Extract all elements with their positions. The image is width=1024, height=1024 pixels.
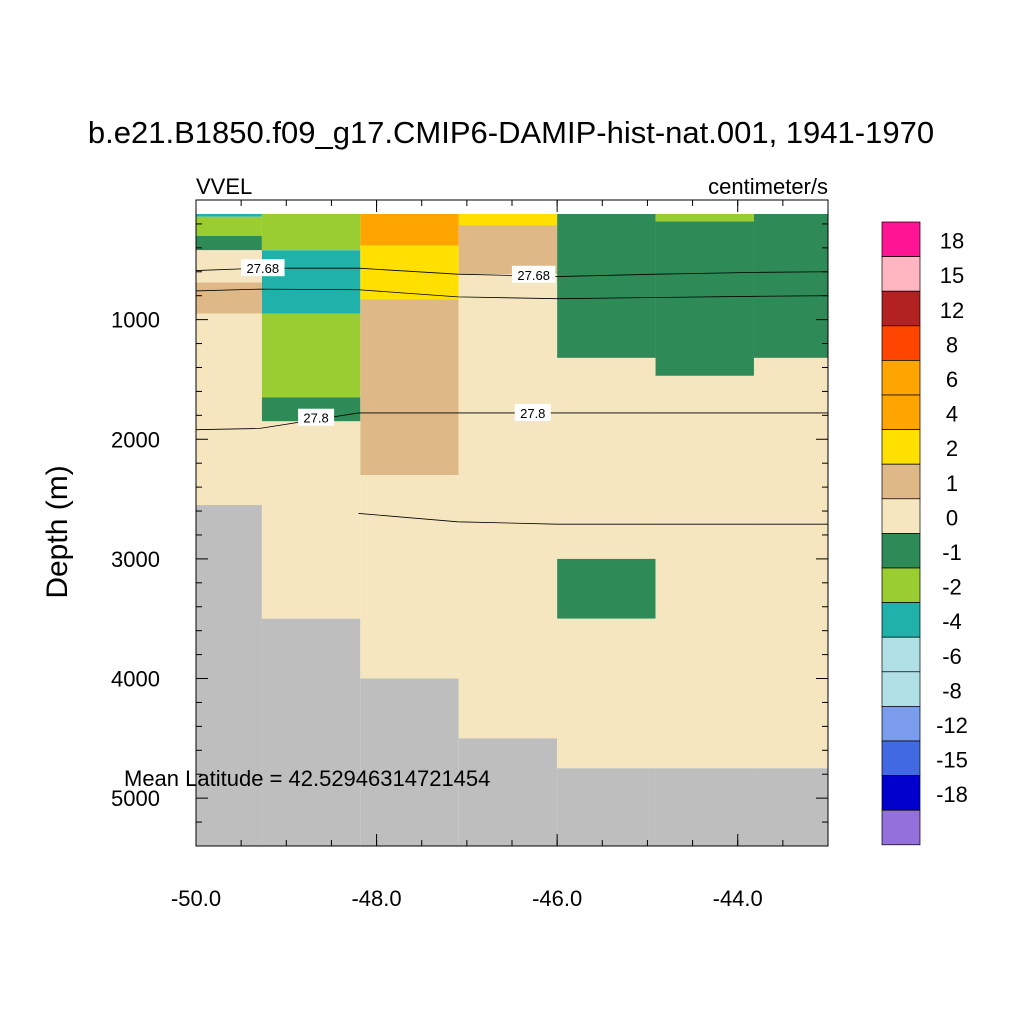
x-tick-label: -50.0	[171, 886, 221, 911]
data-cells	[196, 200, 828, 846]
data-cell	[360, 245, 459, 300]
contour-label-bg	[514, 403, 551, 421]
data-cell	[655, 221, 754, 376]
x-tick-label: -46.0	[532, 886, 582, 911]
data-cell	[360, 299, 459, 476]
contour-label: 27.8	[303, 411, 328, 426]
data-cell	[753, 205, 828, 358]
colorbar-label: 0	[946, 505, 958, 530]
colorbar-swatch	[881, 775, 921, 811]
colorbar-swatch	[881, 221, 921, 257]
units-string: centimeter/s	[708, 174, 828, 199]
y-tick-label: 3000	[111, 547, 160, 572]
y-tick-label: 1000	[111, 308, 160, 333]
colorbar-label: -4	[942, 609, 962, 634]
colorbar-label: -8	[942, 678, 962, 703]
contour-line	[195, 288, 829, 300]
colorbar-swatch	[881, 463, 921, 500]
data-cell	[261, 421, 361, 619]
colorbar-swatch	[881, 394, 921, 430]
missing-cell	[655, 768, 754, 846]
data-cell	[557, 209, 656, 358]
colorbar-label: 2	[946, 436, 958, 461]
colorbar-label: 1	[946, 471, 958, 496]
colorbar-label: -15	[936, 748, 968, 773]
y-tick-label: 5000	[111, 786, 160, 811]
data-cell	[458, 274, 558, 739]
missing-cell	[261, 618, 361, 846]
colorbar-label: 6	[946, 367, 958, 392]
x-tick-label: -48.0	[351, 886, 401, 911]
y-tick-label: 4000	[111, 667, 160, 692]
data-cell	[557, 618, 656, 769]
mean-latitude-annotation: Mean Latitude = 42.52946314721454	[124, 766, 490, 791]
y-tick-label: 2000	[111, 427, 160, 452]
colorbar-swatch	[881, 290, 921, 327]
colorbar-swatch	[881, 429, 921, 465]
colorbar-label: 8	[946, 332, 958, 357]
missing-cell	[753, 768, 828, 846]
contour-label: 27.68	[247, 261, 280, 276]
density-contours: 27.68 27.68 27.8 27.8	[195, 259, 829, 525]
left-string: VVEL	[196, 174, 252, 199]
data-cell	[196, 216, 262, 236]
missing-cell	[458, 738, 558, 846]
colorbar-label: 18	[940, 229, 964, 254]
colorbar-label: -12	[936, 713, 968, 738]
contour-label-bg	[511, 265, 556, 283]
chart-title: b.e21.B1850.f09_g17.CMIP6-DAMIP-hist-nat…	[88, 115, 934, 150]
colorbar-label: -1	[942, 540, 962, 565]
contour-label-bg	[241, 259, 285, 277]
colorbar-label: -2	[942, 575, 962, 600]
contour-label: 27.68	[517, 268, 550, 283]
colorbar-label: -18	[936, 782, 968, 807]
contour-line	[358, 513, 828, 525]
missing-cell	[360, 678, 459, 846]
surface-gap	[196, 200, 828, 214]
colorbar-swatch	[881, 636, 921, 673]
data-cell	[196, 282, 262, 314]
contour-label-bg	[298, 408, 335, 426]
colorbar: 18 15 12 8 6 4 2 1 0 -1 -2 -4 -6 -8 -12 -15 -18	[881, 221, 968, 846]
data-cell	[261, 313, 361, 398]
colorbar-swatch	[881, 498, 921, 534]
axis-ticks: -50.0 -48.0 -46.0 -44.0 1000 2000 3000 4000 5000	[111, 200, 829, 911]
data-cell	[753, 357, 828, 769]
missing-cell	[557, 768, 656, 846]
colorbar-swatch	[881, 533, 921, 569]
y-axis-label: Depth (m)	[41, 465, 74, 598]
colorbar-swatch	[881, 809, 921, 846]
colorbar-swatch	[881, 602, 921, 638]
colorbar-swatch	[881, 740, 921, 776]
colorbar-swatch	[881, 706, 921, 742]
x-tick-label: -44.0	[713, 886, 763, 911]
colorbar-label: 15	[940, 263, 964, 288]
data-cell	[458, 211, 558, 226]
data-cell	[360, 475, 459, 679]
data-cell	[557, 357, 656, 559]
colorbar-swatch	[881, 325, 921, 361]
colorbar-label: 4	[946, 402, 958, 427]
colorbar-label: -6	[942, 644, 962, 669]
contour-label: 27.8	[520, 406, 545, 421]
colorbar-label: 12	[940, 298, 964, 323]
missing-cell	[196, 505, 262, 846]
data-cell	[196, 235, 262, 251]
colorbar-swatch	[881, 360, 921, 396]
data-cell	[557, 558, 656, 619]
data-cell	[655, 375, 754, 769]
data-cell	[196, 313, 262, 506]
colorbar-swatch	[881, 256, 921, 292]
colorbar-swatch	[881, 671, 921, 707]
contour-line	[195, 412, 828, 431]
colorbar-swatch	[881, 567, 921, 603]
